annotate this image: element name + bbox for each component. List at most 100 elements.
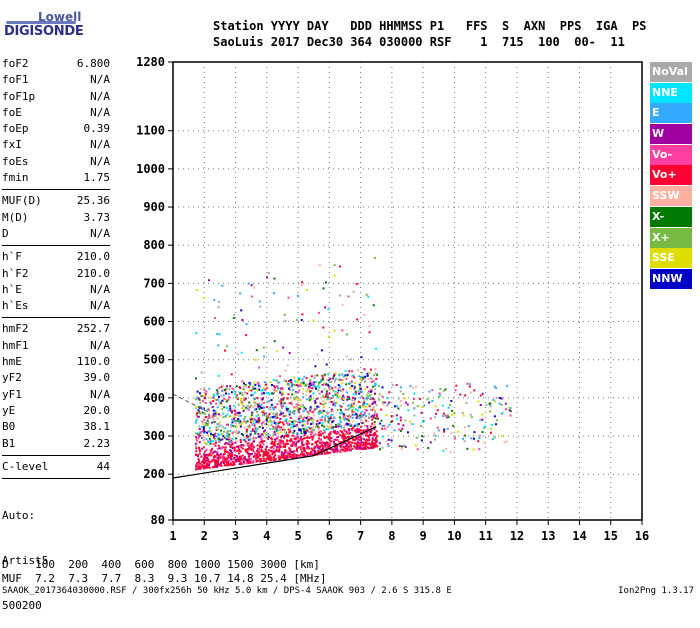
echo-point (292, 434, 295, 437)
echo-point (323, 388, 326, 391)
echo-point (277, 432, 280, 435)
echo-point (415, 385, 418, 388)
echo-point (353, 410, 356, 413)
echo-point (305, 383, 308, 386)
echo-point (249, 461, 252, 464)
echo-point (283, 446, 286, 449)
x-tick-label: 8 (388, 529, 395, 543)
echo-point (317, 433, 320, 436)
echo-point (451, 413, 454, 416)
echo-point (341, 373, 344, 376)
echo-point (359, 406, 362, 409)
echo-point (326, 379, 329, 382)
echo-point (348, 445, 351, 448)
echo-point (199, 464, 202, 467)
echo-point (222, 394, 225, 397)
echo-point (274, 428, 277, 431)
echo-point (309, 378, 312, 381)
param-name: D (2, 226, 9, 240)
x-tick-label: 10 (447, 529, 461, 543)
echo-point (368, 371, 371, 374)
echo-point (216, 406, 219, 409)
echo-point (306, 420, 309, 423)
echo-point (412, 397, 415, 400)
echo-point (309, 397, 312, 400)
echo-point (328, 392, 331, 395)
echo-point (282, 445, 285, 448)
echo-point (353, 399, 356, 402)
echo-point (336, 391, 339, 394)
echo-point (261, 426, 264, 429)
echo-point (276, 403, 279, 406)
plot-frame (172, 61, 643, 521)
echo-point (247, 425, 250, 428)
echo-point (230, 458, 233, 461)
echo-point (352, 393, 355, 396)
echo-point (211, 447, 214, 450)
echo-point (334, 402, 337, 405)
echo-point (275, 450, 278, 453)
echo-point (311, 431, 314, 434)
echo-point (196, 416, 199, 419)
echo-point (237, 414, 240, 417)
echo-point (240, 351, 243, 354)
echo-point (240, 462, 243, 465)
echo-point (323, 382, 326, 385)
echo-point (234, 409, 237, 412)
echo-point (393, 429, 396, 432)
echo-point (236, 419, 239, 422)
echo-point (219, 424, 222, 427)
echo-point (436, 409, 439, 412)
echo-point (255, 427, 258, 430)
echo-point (306, 447, 309, 450)
echo-point (309, 390, 312, 393)
echo-point (287, 296, 290, 299)
echo-point (318, 381, 321, 384)
echo-point (334, 372, 337, 375)
echo-point (504, 402, 507, 405)
echo-point (404, 419, 407, 422)
echo-point (252, 444, 255, 447)
echo-point (279, 441, 282, 444)
echo-point (358, 417, 361, 420)
echo-point (284, 449, 287, 452)
echo-point (360, 410, 363, 413)
echo-point (415, 436, 418, 439)
echo-point (208, 453, 211, 456)
echo-point (309, 418, 312, 421)
echo-point (298, 419, 301, 422)
echo-point (209, 430, 212, 433)
echo-point (256, 444, 259, 447)
echo-point (311, 427, 314, 430)
echo-point (479, 394, 482, 397)
echo-point (304, 450, 307, 453)
echo-point (245, 437, 248, 440)
echo-point (248, 457, 251, 460)
echo-point (356, 429, 359, 432)
echo-point (306, 454, 309, 457)
echo-point (257, 455, 260, 458)
echo-point (306, 410, 309, 413)
echo-point (399, 416, 402, 419)
echo-point (316, 425, 319, 428)
echo-point (318, 450, 321, 453)
echo-point (312, 414, 315, 417)
echo-point (214, 460, 217, 463)
echo-point (246, 459, 249, 462)
echo-point (203, 461, 206, 464)
echo-point (319, 433, 322, 436)
echo-point (246, 407, 249, 410)
echo-point (386, 403, 389, 406)
echo-point (313, 383, 316, 386)
echo-point (328, 335, 331, 338)
echo-point (300, 451, 303, 454)
echo-point (353, 429, 356, 432)
x-tick-label: 5 (294, 529, 301, 543)
echo-point (300, 435, 303, 438)
echo-point (307, 442, 310, 445)
echo-point (302, 392, 305, 395)
echo-point (375, 430, 378, 433)
echo-point (289, 430, 292, 433)
echo-point (265, 458, 268, 461)
echo-point (359, 385, 362, 388)
